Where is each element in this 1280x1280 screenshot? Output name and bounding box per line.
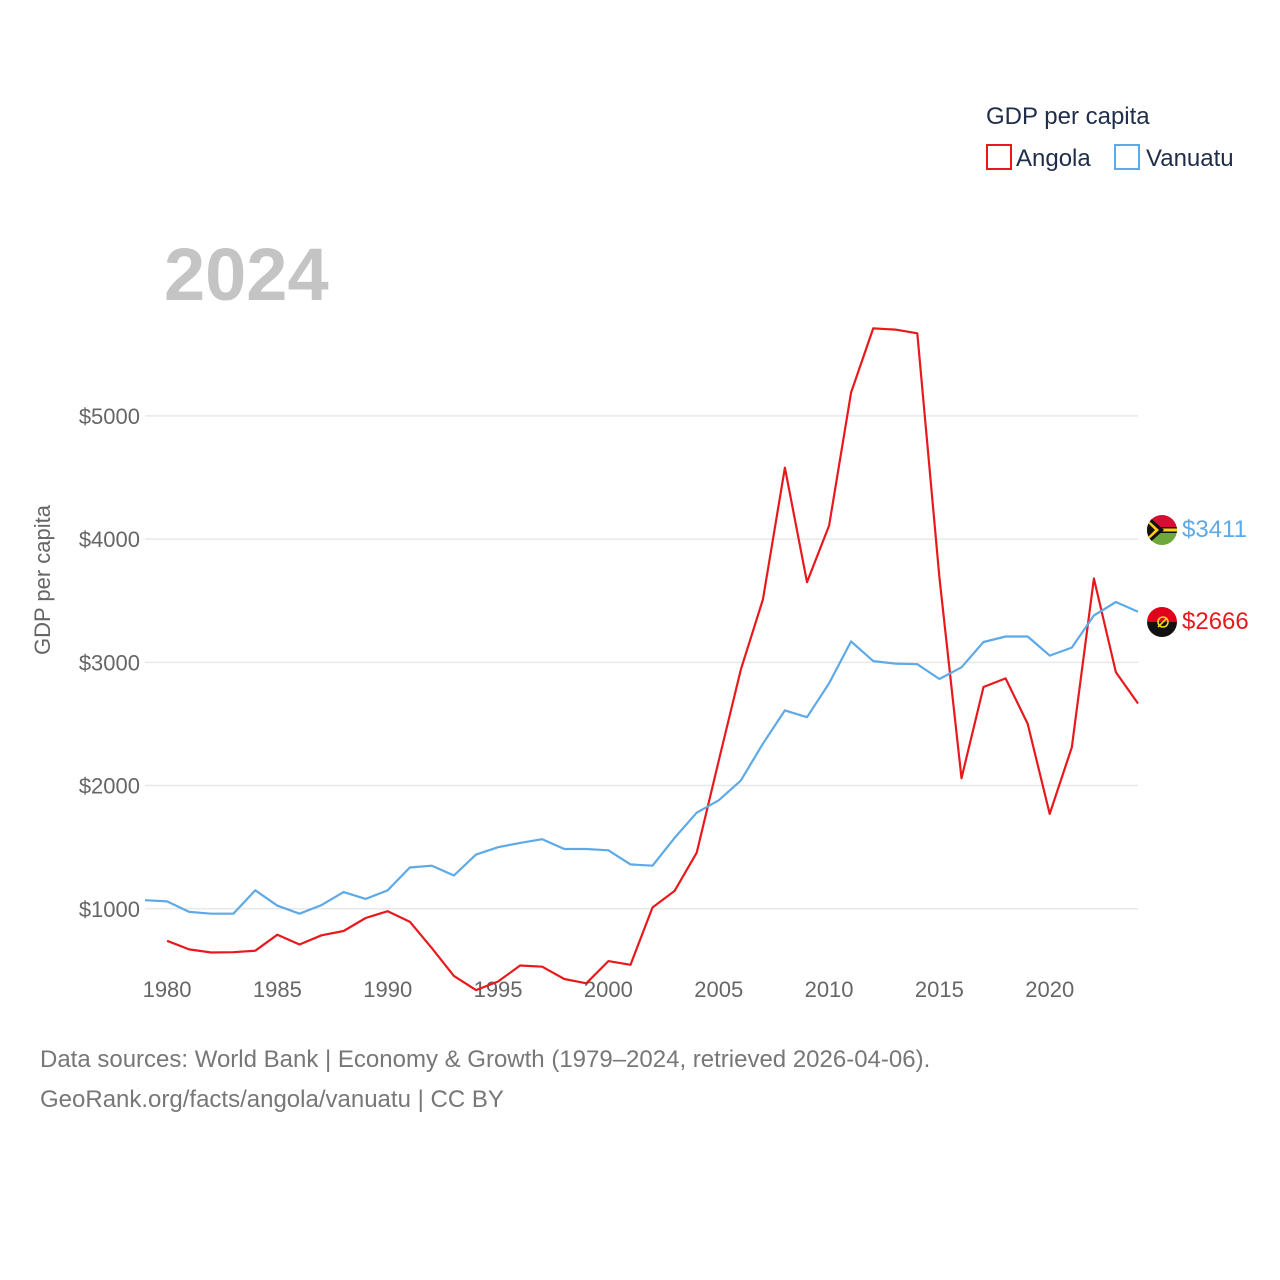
footer-attribution-line: GeoRank.org/facts/angola/vanuatu | CC BY bbox=[40, 1086, 504, 1113]
year-label: 2024 bbox=[164, 233, 329, 316]
y-tick-label: $3000 bbox=[79, 650, 140, 675]
x-tick-label: 2015 bbox=[915, 977, 964, 1002]
y-axis-title: GDP per capita bbox=[30, 504, 55, 655]
y-tick-label: $5000 bbox=[79, 404, 140, 429]
legend: GDP per capita Angola Vanuatu bbox=[986, 103, 1234, 172]
x-tick-label: 1985 bbox=[253, 977, 302, 1002]
legend-swatch-angola bbox=[986, 144, 1012, 170]
angola-flag-icon bbox=[1147, 607, 1177, 637]
y-tick-label: $2000 bbox=[79, 774, 140, 799]
series-layer bbox=[144, 327, 1139, 992]
footer-source-line: Data sources: World Bank | Economy & Gro… bbox=[40, 1046, 931, 1073]
y-tick-label: $1000 bbox=[79, 897, 140, 922]
x-axis-ticks: 1980 1985 1990 1995 2000 2005 2010 2015 2020 bbox=[143, 977, 1075, 1002]
x-tick-label: 2010 bbox=[805, 977, 854, 1002]
x-tick-label: 1990 bbox=[363, 977, 412, 1002]
x-tick-label: 2005 bbox=[694, 977, 743, 1002]
legend-label-vanuatu: Vanuatu bbox=[1146, 145, 1234, 172]
y-tick-label: $4000 bbox=[79, 527, 140, 552]
legend-title: GDP per capita bbox=[986, 103, 1150, 130]
x-tick-label: 1980 bbox=[143, 977, 192, 1002]
vanuatu-end-value-label: $3411 bbox=[1182, 516, 1247, 543]
legend-swatch-vanuatu bbox=[1114, 144, 1140, 170]
vanuatu-flag-icon bbox=[1147, 515, 1177, 545]
series-line-vanuatu bbox=[144, 600, 1139, 915]
angola-end-value-label: $2666 bbox=[1182, 608, 1249, 635]
grid-lines bbox=[145, 415, 1138, 910]
y-axis-ticks: $1000 $2000 $3000 $4000 $5000 bbox=[79, 404, 140, 922]
series-line-angola bbox=[166, 327, 1139, 992]
legend-label-angola: Angola bbox=[1016, 145, 1091, 172]
footer: Data sources: World Bank | Economy & Gro… bbox=[40, 1040, 1240, 1120]
x-tick-label: 2000 bbox=[584, 977, 633, 1002]
x-tick-label: 2020 bbox=[1025, 977, 1074, 1002]
